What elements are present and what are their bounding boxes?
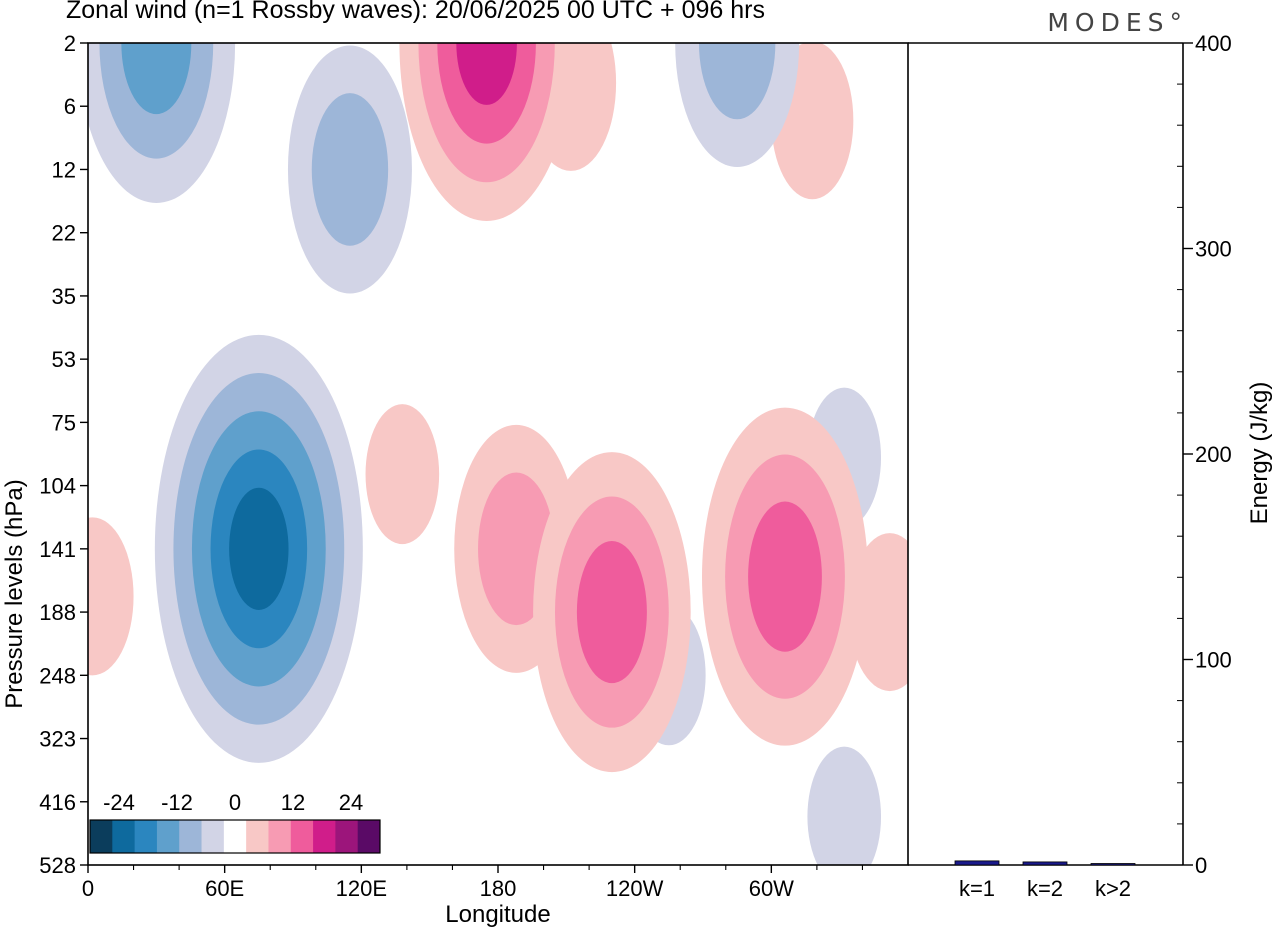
x-tick-label: 60E: [205, 876, 244, 901]
contour-11-2: [121, 43, 192, 115]
colorbar-swatch: [179, 820, 203, 853]
colorbar-swatch: [223, 820, 247, 853]
y-tick-label: 6: [64, 94, 76, 119]
colorbar-swatch: [156, 820, 180, 853]
contour-14-3: [456, 43, 517, 105]
wind-field: [88, 43, 908, 865]
y-tick-label: 248: [39, 663, 76, 688]
energy-bars: 0 100 200 300 400 k=1 k=2 k>2 Energy (J/kg): [954, 31, 1273, 901]
x-tick-label: 180: [480, 876, 517, 901]
colorbar: -24 -12 0 12 24: [89, 790, 381, 854]
y-tick-label: 53: [52, 347, 76, 372]
x-axis-label: Longitude: [445, 901, 550, 928]
energy-y-tick-label: 0: [1195, 853, 1207, 878]
colorbar-swatch: [313, 820, 336, 853]
energy-bar: [954, 860, 1000, 866]
modes-logo: MODES°: [1047, 8, 1188, 37]
contour-2-0: [807, 746, 882, 865]
y-tick-label: 22: [52, 221, 76, 246]
y-tick-label: 323: [39, 727, 76, 752]
colorbar-swatch: [246, 820, 269, 853]
colorbar-swatch: [268, 820, 292, 853]
colorbar-swatch: [90, 820, 113, 853]
y-tick-label: 528: [39, 853, 76, 878]
x-tick-label: 60W: [749, 876, 794, 901]
colorbar-swatch: [290, 820, 314, 853]
y-tick-label: 188: [39, 600, 76, 625]
y-tick-label: 75: [52, 410, 76, 435]
colorbar-swatch: [201, 820, 225, 853]
contour-9-1: [698, 43, 776, 120]
colorbar-tick-label: 24: [339, 790, 363, 815]
contour-6-0: [88, 517, 134, 676]
energy-category-label: k=2: [1027, 876, 1063, 901]
contour-3-0: [365, 404, 440, 545]
energy-axis-label: Energy (J/kg): [1246, 382, 1273, 525]
energy-category-label: k=1: [959, 876, 995, 901]
energy-bar: [1022, 861, 1068, 866]
energy-y-tick-label: 300: [1195, 237, 1232, 262]
y-tick-label: 141: [39, 537, 76, 562]
contour-12-2: [576, 540, 647, 684]
colorbar-tick-label: -12: [161, 790, 193, 815]
x-tick-label: 120W: [606, 876, 664, 901]
energy-y-tick-label: 400: [1195, 31, 1232, 56]
y-tick-label: 104: [39, 474, 76, 499]
colorbar-swatch: [335, 820, 359, 853]
y-tick-label: 12: [52, 157, 76, 182]
colorbar-swatch: [112, 820, 136, 853]
energy-y-tick-label: 200: [1195, 442, 1232, 467]
y-tick-label: 35: [52, 284, 76, 309]
energy-y-tick-label: 100: [1195, 648, 1232, 673]
energy-bar: [1090, 863, 1136, 866]
colorbar-tick-label: 12: [281, 790, 305, 815]
contour-15-4: [229, 487, 289, 610]
colorbar-tick-label: 0: [229, 790, 241, 815]
x-tick-label: 0: [82, 876, 94, 901]
chart-title: Zonal wind (n=1 Rossby waves): 20/06/202…: [66, 0, 765, 24]
colorbar-swatch: [357, 820, 381, 853]
contour-8-1: [311, 93, 389, 246]
energy-category-label: k>2: [1095, 876, 1131, 901]
y-axis-label: Pressure levels (hPa): [1, 479, 28, 708]
colorbar-tick-label: -24: [103, 790, 135, 815]
colorbar-frame: [89, 819, 381, 854]
colorbar-swatch: [134, 820, 158, 853]
y-tick-label: 416: [39, 790, 76, 815]
y-tick-label: 2: [64, 31, 76, 56]
x-tick-label: 120E: [336, 876, 387, 901]
contour-13-2: [748, 501, 822, 652]
